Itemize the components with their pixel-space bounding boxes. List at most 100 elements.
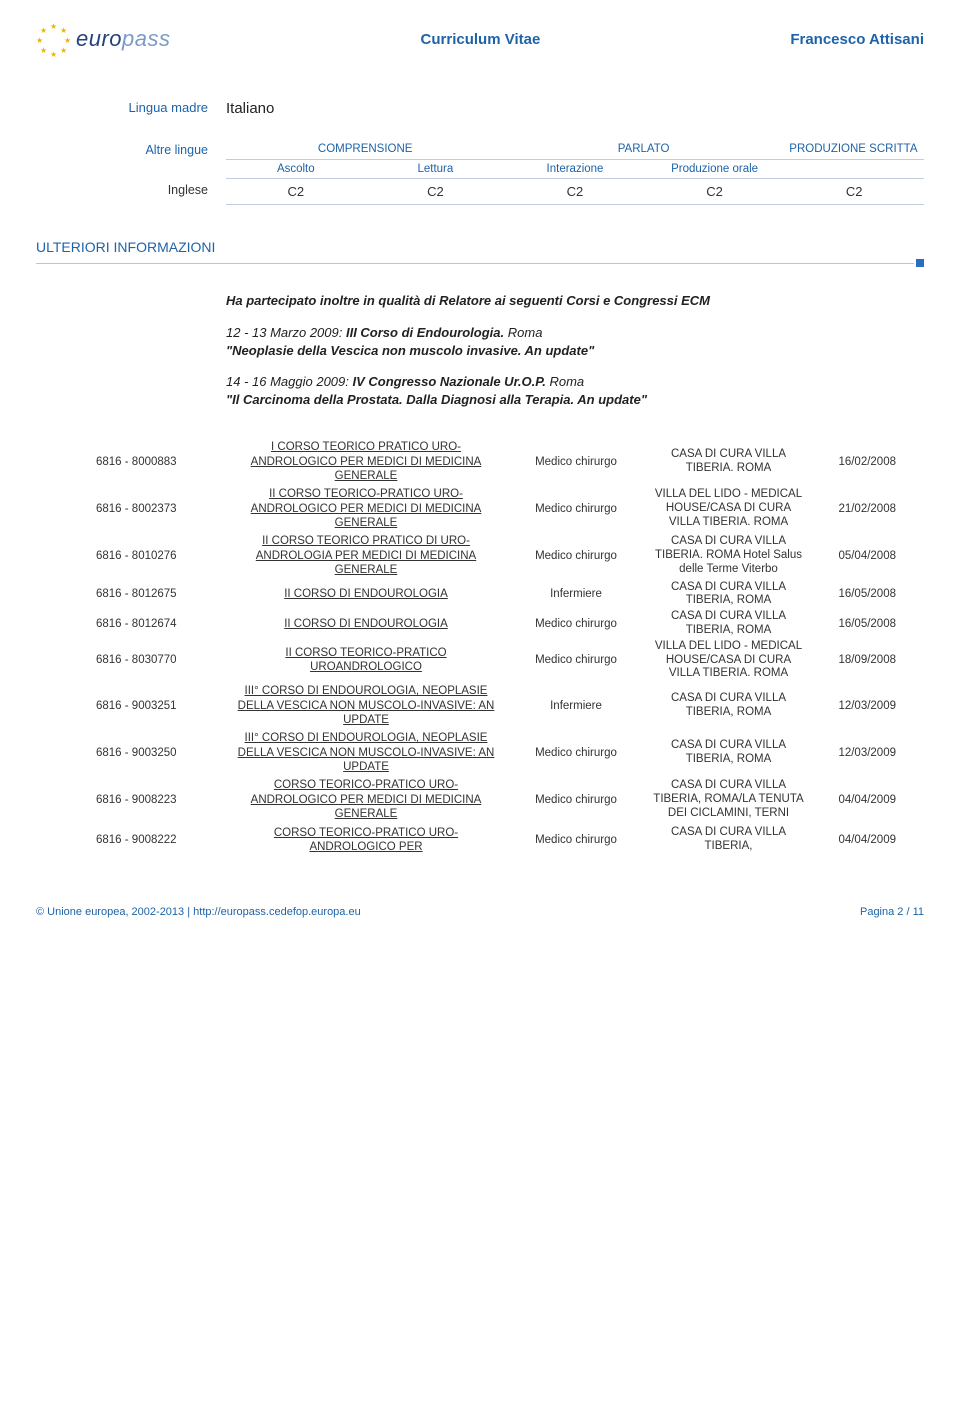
- section-ulteriori-title: ULTERIORI INFORMAZIONI: [36, 239, 924, 255]
- event-subtitle: "Neoplasie della Vescica non muscolo inv…: [226, 342, 924, 360]
- course-role: Medico chirurgo: [501, 747, 651, 759]
- lang-val-3: C2: [645, 179, 785, 205]
- language-name: Inglese: [36, 179, 226, 205]
- course-role: Medico chirurgo: [501, 550, 651, 562]
- lang-val-4: C2: [784, 179, 924, 205]
- logo: ★ ★ ★ ★ ★ ★ ★ ★ europass: [36, 22, 171, 56]
- event-subtitle: "Il Carcinoma della Prostata. Dalla Diag…: [226, 391, 924, 409]
- course-row: 6816 - 8000883I CORSO TEORICO PRATICO UR…: [96, 438, 904, 485]
- info-intro: Ha partecipato inoltre in qualità di Rel…: [226, 293, 924, 308]
- footer-link[interactable]: http://europass.cedefop.europa.eu: [193, 906, 361, 918]
- course-date: 21/02/2008: [806, 503, 896, 515]
- course-id: 6816 - 8000883: [96, 456, 231, 468]
- logo-text-pass: pass: [122, 26, 170, 51]
- lang-sub-lettura: Lettura: [366, 160, 506, 179]
- course-row: 6816 - 8010276II CORSO TEORICO PRATICO D…: [96, 532, 904, 579]
- course-role: Infermiere: [501, 700, 651, 712]
- language-table: COMPRENSIONE PARLATO PRODUZIONE SCRITTA …: [226, 139, 924, 179]
- lang-sub-ascolto: Ascolto: [226, 160, 366, 179]
- page-header: ★ ★ ★ ★ ★ ★ ★ ★ europass Curriculum Vita…: [36, 22, 924, 60]
- course-id: 6816 - 8012675: [96, 588, 231, 600]
- course-location: CASA DI CURA VILLA TIBERIA. ROMA: [651, 448, 806, 476]
- lang-sub-interazione: Interazione: [505, 160, 645, 179]
- event-date: 14 - 16 Maggio 2009:: [226, 374, 352, 389]
- course-row: 6816 - 8030770II CORSO TEORICO-PRATICO U…: [96, 639, 904, 682]
- course-role: Medico chirurgo: [501, 503, 651, 515]
- course-date: 16/05/2008: [806, 588, 896, 600]
- course-date: 04/04/2009: [806, 794, 896, 806]
- document-title: Curriculum Vitae: [421, 31, 541, 48]
- course-location: CASA DI CURA VILLA TIBERIA, ROMA: [651, 692, 806, 720]
- course-title: CORSO TEORICO-PRATICO URO-ANDROLOGICO PE…: [231, 825, 501, 856]
- course-date: 12/03/2009: [806, 747, 896, 759]
- section-rule: [36, 259, 924, 267]
- course-date: 05/04/2008: [806, 550, 896, 562]
- course-date: 16/02/2008: [806, 456, 896, 468]
- course-role: Medico chirurgo: [501, 794, 651, 806]
- course-id: 6816 - 8012674: [96, 618, 231, 630]
- lang-val-0: C2: [226, 179, 366, 205]
- event-city: Roma: [546, 374, 584, 389]
- mother-tongue-value: Italiano: [226, 100, 924, 117]
- rule-line: [36, 263, 914, 264]
- course-role: Medico chirurgo: [501, 834, 651, 846]
- course-row: 6816 - 8012674II CORSO DI ENDOUROLOGIAMe…: [96, 609, 904, 639]
- footer-copyright: © Unione europea, 2002-2013 |: [36, 906, 193, 918]
- course-title: II CORSO DI ENDOUROLOGIA: [231, 616, 501, 632]
- lang-sub-produzione-orale: Produzione orale: [645, 160, 785, 179]
- lang-val-2: C2: [505, 179, 645, 205]
- course-row: 6816 - 9008222CORSO TEORICO-PRATICO URO-…: [96, 824, 904, 857]
- logo-stars-icon: ★ ★ ★ ★ ★ ★ ★ ★: [36, 22, 70, 56]
- course-role: Medico chirurgo: [501, 456, 651, 468]
- mother-tongue-row: Lingua madre Italiano: [36, 100, 924, 117]
- course-id: 6816 - 9008223: [96, 794, 231, 806]
- course-row: 6816 - 9003251III° CORSO DI ENDOUROLOGIA…: [96, 682, 904, 729]
- page-footer: © Unione europea, 2002-2013 | http://eur…: [36, 906, 924, 918]
- course-title: CORSO TEORICO-PRATICO URO-ANDROLOGICO PE…: [231, 777, 501, 822]
- language-row-inglese: Inglese C2 C2 C2 C2 C2: [36, 179, 924, 205]
- course-row: 6816 - 8012675II CORSO DI ENDOUROLOGIAIn…: [96, 580, 904, 610]
- other-languages-block: Altre lingue COMPRENSIONE PARLATO PRODUZ…: [36, 139, 924, 179]
- course-id: 6816 - 8002373: [96, 503, 231, 515]
- lang-head-comprensione: COMPRENSIONE: [226, 139, 504, 160]
- event-city: Roma: [504, 325, 542, 340]
- person-name: Francesco Attisani: [790, 31, 924, 48]
- course-row: 6816 - 8002373II CORSO TEORICO-PRATICO U…: [96, 485, 904, 532]
- event-1: 14 - 16 Maggio 2009: IV Congresso Nazion…: [226, 373, 924, 408]
- course-title: II CORSO TEORICO-PRATICO URO-ANDROLOGICO…: [231, 486, 501, 531]
- logo-text: europass: [76, 26, 171, 52]
- language-head-row: COMPRENSIONE PARLATO PRODUZIONE SCRITTA: [226, 139, 924, 160]
- lang-head-parlato: PARLATO: [504, 139, 782, 160]
- footer-page-number: Pagina 2 / 11: [860, 906, 924, 918]
- course-date: 12/03/2009: [806, 700, 896, 712]
- course-location: CASA DI CURA VILLA TIBERIA, ROMA/LA TENU…: [651, 779, 806, 820]
- info-paragraph: Ha partecipato inoltre in qualità di Rel…: [226, 293, 924, 408]
- course-id: 6816 - 8010276: [96, 550, 231, 562]
- course-id: 6816 - 9008222: [96, 834, 231, 846]
- course-title: II CORSO TEORICO-PRATICO UROANDROLOGICO: [231, 645, 501, 676]
- event-title: III Corso di Endourologia.: [346, 325, 504, 340]
- course-id: 6816 - 9003250: [96, 747, 231, 759]
- footer-left: © Unione europea, 2002-2013 | http://eur…: [36, 906, 361, 918]
- lang-val-1: C2: [366, 179, 506, 205]
- course-location: CASA DI CURA VILLA TIBERIA, ROMA: [651, 610, 806, 638]
- other-languages-label: Altre lingue: [36, 139, 226, 179]
- course-role: Infermiere: [501, 588, 651, 600]
- course-date: 04/04/2009: [806, 834, 896, 846]
- event-title: IV Congresso Nazionale Ur.O.P.: [352, 374, 545, 389]
- course-role: Medico chirurgo: [501, 618, 651, 630]
- course-row: 6816 - 9008223CORSO TEORICO-PRATICO URO-…: [96, 776, 904, 823]
- course-role: Medico chirurgo: [501, 654, 651, 666]
- logo-text-euro: euro: [76, 26, 122, 51]
- mother-tongue-label: Lingua madre: [36, 100, 226, 117]
- course-date: 16/05/2008: [806, 618, 896, 630]
- course-title: II CORSO TEORICO PRATICO DI URO-ANDROLOG…: [231, 533, 501, 578]
- event-0: 12 - 13 Marzo 2009: III Corso di Endouro…: [226, 324, 924, 359]
- language-sub-row: Ascolto Lettura Interazione Produzione o…: [226, 160, 924, 179]
- course-location: VILLA DEL LIDO - MEDICAL HOUSE/CASA DI C…: [651, 640, 806, 681]
- course-location: CASA DI CURA VILLA TIBERIA,: [651, 826, 806, 854]
- lang-sub-empty: [784, 160, 924, 179]
- course-title: III° CORSO DI ENDOUROLOGIA, NEOPLASIE DE…: [231, 683, 501, 728]
- lang-head-produzione: PRODUZIONE SCRITTA: [783, 139, 924, 160]
- course-location: VILLA DEL LIDO - MEDICAL HOUSE/CASA DI C…: [651, 488, 806, 529]
